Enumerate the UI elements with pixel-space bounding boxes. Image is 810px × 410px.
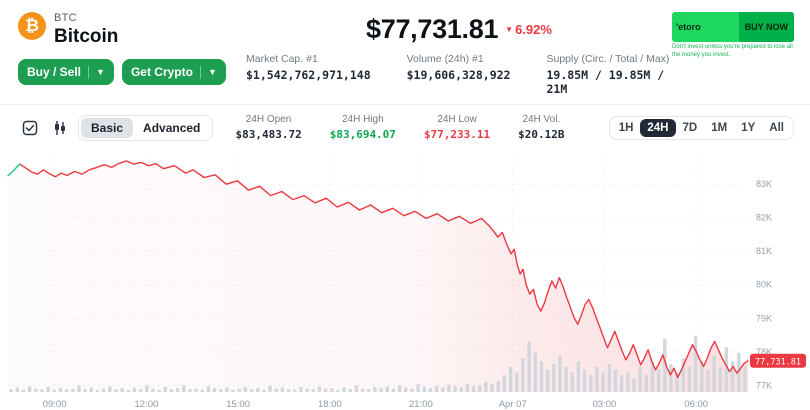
button-divider bbox=[88, 65, 90, 79]
svg-text:82K: 82K bbox=[756, 213, 772, 223]
svg-text:81K: 81K bbox=[756, 246, 772, 256]
range-all-button[interactable]: All bbox=[762, 119, 791, 137]
coin-header: ₿ BTC Bitcoin Buy / Sell ▼ Get Crypto ▼ … bbox=[0, 0, 810, 104]
svg-text:09:00: 09:00 bbox=[43, 399, 67, 410]
price-chart-svg[interactable]: 83K 82K 81K 80K 79K 78K 77K 09:00 12:00 15:00 18:0… bbox=[0, 148, 810, 410]
svg-text:15:00: 15:00 bbox=[226, 399, 250, 410]
down-triangle-icon: ▼ bbox=[505, 25, 514, 34]
stat-supply: Supply (Circ. / Total / Max) 19.85M / 19… bbox=[546, 53, 670, 96]
svg-text:79K: 79K bbox=[756, 313, 772, 323]
etoro-logo: 'etoro bbox=[676, 22, 701, 32]
bitcoin-logo-icon: ₿ bbox=[18, 12, 46, 40]
coin-symbol: BTC bbox=[54, 12, 77, 24]
price-change-badge: ▼ 6.92% bbox=[505, 22, 552, 37]
candlestick-icon bbox=[55, 120, 65, 135]
svg-text:77K: 77K bbox=[756, 380, 772, 390]
checkbox-icon bbox=[22, 120, 38, 135]
stat-market-cap: Market Cap. #1 $1,542,762,971,148 bbox=[246, 53, 371, 82]
ad-buy-now-button[interactable]: BUY NOW bbox=[738, 12, 794, 42]
svg-text:12:00: 12:00 bbox=[135, 399, 159, 410]
button-divider bbox=[199, 65, 201, 79]
stat-24h-vol: 24H Vol. $20.12B bbox=[518, 114, 565, 141]
header-divider bbox=[0, 104, 810, 105]
buy-sell-button[interactable]: Buy / Sell ▼ bbox=[18, 59, 114, 85]
svg-text:77,731.81: 77,731.81 bbox=[755, 357, 801, 367]
svg-text:03:00: 03:00 bbox=[593, 399, 617, 410]
svg-text:80K: 80K bbox=[756, 280, 772, 290]
coin-name: Bitcoin bbox=[54, 26, 119, 47]
svg-text:21:00: 21:00 bbox=[409, 399, 433, 410]
svg-text:83K: 83K bbox=[756, 179, 772, 189]
range-1h-button[interactable]: 1H bbox=[612, 119, 641, 137]
coin-block: ₿ BTC Bitcoin Buy / Sell ▼ Get Crypto ▼ bbox=[18, 12, 246, 85]
chart-toolbar: Basic Advanced 24H Open $83,483.72 24H H… bbox=[0, 105, 810, 148]
etoro-ad[interactable]: 'etoro BUY NOW Don't invest unless you'r… bbox=[672, 12, 794, 59]
svg-text:Apr 07: Apr 07 bbox=[499, 399, 527, 410]
stat-24h-high: 24H High $83,694.07 bbox=[329, 114, 396, 141]
range-7d-button[interactable]: 7D bbox=[676, 119, 705, 137]
ohlc-stats: 24H Open $83,483.72 24H High $83,694.07 … bbox=[235, 114, 564, 141]
price-checkbox-button[interactable] bbox=[18, 116, 42, 140]
mode-basic-button[interactable]: Basic bbox=[81, 117, 134, 138]
current-price: $77,731.81 bbox=[366, 14, 499, 44]
ad-disclaimer: Don't invest unless you're prepared to l… bbox=[672, 44, 793, 58]
chevron-down-icon: ▼ bbox=[96, 66, 105, 77]
stat-24h-open: 24H Open $83,483.72 bbox=[235, 114, 302, 141]
stat-24h-low: 24H Low $77,233.11 bbox=[423, 114, 491, 141]
range-24h-button[interactable]: 24H bbox=[640, 118, 676, 137]
stat-volume: Volume (24h) #1 $19,606,328,922 bbox=[406, 53, 511, 82]
get-crypto-button[interactable]: Get Crypto ▼ bbox=[121, 59, 226, 85]
time-range-selector: 1H 24H 7D 1M 1Y All bbox=[608, 115, 794, 140]
range-1y-button[interactable]: 1Y bbox=[734, 119, 762, 137]
price-stats-block: $77,731.81 ▼ 6.92% Market Cap. #1 $1,542… bbox=[246, 12, 672, 96]
price-chart[interactable]: 83K 82K 81K 80K 79K 78K 77K 09:00 12:00 15:00 18:0… bbox=[0, 148, 810, 410]
chevron-down-icon: ▼ bbox=[207, 66, 217, 77]
svg-text:06:00: 06:00 bbox=[684, 399, 708, 410]
mode-advanced-button[interactable]: Advanced bbox=[133, 118, 210, 138]
svg-text:78K: 78K bbox=[756, 347, 772, 357]
svg-text:18:00: 18:00 bbox=[318, 399, 342, 410]
candlestick-toggle-button[interactable] bbox=[48, 116, 72, 140]
chart-mode-toggle: Basic Advanced bbox=[78, 114, 214, 141]
range-1m-button[interactable]: 1M bbox=[704, 119, 734, 137]
